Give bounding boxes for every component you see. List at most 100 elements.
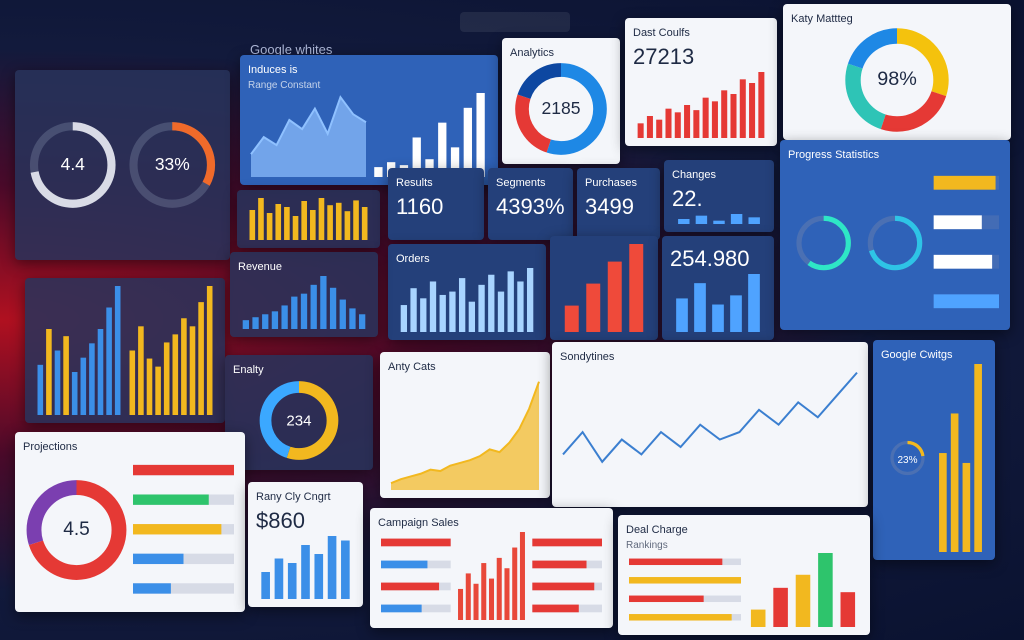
bar [258, 198, 264, 240]
bar [646, 116, 653, 138]
panel-canvas: 254.980 [670, 246, 760, 332]
panel[interactable]: Google Cwitgs 23% [873, 340, 995, 560]
panel-canvas: Dast Coulfs 27213 [633, 27, 765, 138]
panel[interactable]: Induces is Range Constant [240, 55, 498, 185]
panel-title: Enalty [233, 364, 264, 376]
bar [676, 298, 688, 332]
panel-canvas: 4.4 33% [29, 122, 216, 208]
panel[interactable]: Campaign Sales [370, 508, 613, 628]
panel[interactable]: Enalty 234 [225, 355, 373, 470]
panel-canvas: Katy Mattteg 98% [791, 13, 949, 132]
panel[interactable]: Revenue [230, 252, 378, 337]
donut-segment [845, 28, 949, 132]
bar [564, 305, 579, 332]
panel-canvas: Analytics 2185 [510, 47, 607, 155]
bar [63, 336, 69, 415]
bar [301, 545, 310, 599]
donut-segment [845, 28, 949, 132]
panel[interactable]: Segments 4393% [488, 168, 573, 240]
bar [795, 574, 811, 627]
panel[interactable]: 4.4 33% [15, 70, 230, 260]
bar [818, 553, 833, 627]
panel-title: Sondytines [560, 351, 615, 363]
panel[interactable]: Analytics 2185 [502, 38, 620, 164]
bar [410, 288, 417, 332]
bar [400, 305, 408, 332]
hbar [532, 538, 602, 547]
panel[interactable]: Results 1160 [388, 168, 484, 240]
panel[interactable]: Changes 22. [664, 160, 774, 232]
area-fill [391, 381, 539, 490]
panel-title: Rany Cly Cngrt [256, 491, 331, 503]
bar [274, 558, 284, 599]
bar [586, 283, 601, 332]
bar [481, 563, 487, 620]
bar [291, 296, 298, 329]
panel-canvas [564, 244, 644, 332]
bar [97, 329, 104, 415]
bar [318, 198, 325, 240]
hbar [133, 464, 234, 476]
panel-canvas: Changes 22. [672, 169, 760, 224]
search-box[interactable] [460, 12, 570, 32]
panel-title: Deal Charge [626, 524, 688, 536]
panel-subtitle: Range Constant [248, 80, 320, 91]
panel-canvas: Deal Charge Rankings [626, 524, 856, 627]
panel[interactable]: Katy Mattteg 98% [783, 4, 1011, 140]
hbar [532, 560, 587, 569]
bar [730, 94, 737, 138]
bar [517, 281, 524, 332]
panel[interactable] [237, 190, 380, 248]
bar [114, 286, 121, 415]
ring-arc [129, 122, 216, 208]
panel[interactable]: Anty Cats [380, 352, 550, 498]
panel[interactable]: Dast Coulfs 27213 [625, 18, 777, 146]
bar [262, 314, 269, 329]
bar [310, 210, 316, 240]
bar [739, 79, 746, 138]
donut-segment [845, 28, 949, 132]
panel[interactable]: Sondytines [552, 342, 868, 507]
bar [496, 557, 502, 620]
panel-canvas: Orders [396, 253, 534, 332]
bar [468, 301, 476, 332]
bar [439, 294, 446, 332]
bar [773, 587, 788, 627]
bar [129, 350, 136, 415]
bar [507, 271, 514, 332]
ring-arc [867, 215, 923, 271]
panel-subtitle: Rankings [626, 540, 668, 551]
bar [463, 107, 472, 177]
panel[interactable]: 254.980 [662, 236, 774, 340]
panel[interactable]: Projections 4.5 [15, 432, 245, 612]
hbar [933, 215, 982, 230]
panel[interactable]: Rany Cly Cngrt $860 [248, 482, 363, 607]
panel[interactable]: Purchases 3499 [577, 168, 660, 240]
hbar [381, 604, 422, 613]
bar [412, 137, 421, 177]
panel[interactable]: Deal Charge Rankings [618, 515, 870, 635]
panel[interactable] [550, 236, 658, 340]
panel[interactable]: Orders [388, 244, 546, 340]
bar [504, 568, 510, 620]
bar [750, 609, 766, 627]
bar [89, 343, 95, 415]
bar [341, 540, 350, 599]
panel-canvas: Campaign Sales [378, 517, 602, 620]
bar [198, 302, 204, 415]
panel-title: Segments [496, 177, 546, 189]
panel-title: Induces is [248, 64, 298, 76]
hbar [629, 577, 741, 584]
bar [748, 217, 760, 224]
panel[interactable] [25, 278, 225, 423]
hbar-track [133, 583, 234, 594]
donut-label: 98% [877, 68, 917, 90]
bar [266, 213, 273, 240]
bar [748, 274, 760, 332]
bar [840, 592, 856, 627]
panel[interactable]: Progress Statistics [780, 140, 1010, 330]
bar [261, 572, 270, 599]
bar [359, 314, 366, 329]
bar [950, 413, 959, 552]
